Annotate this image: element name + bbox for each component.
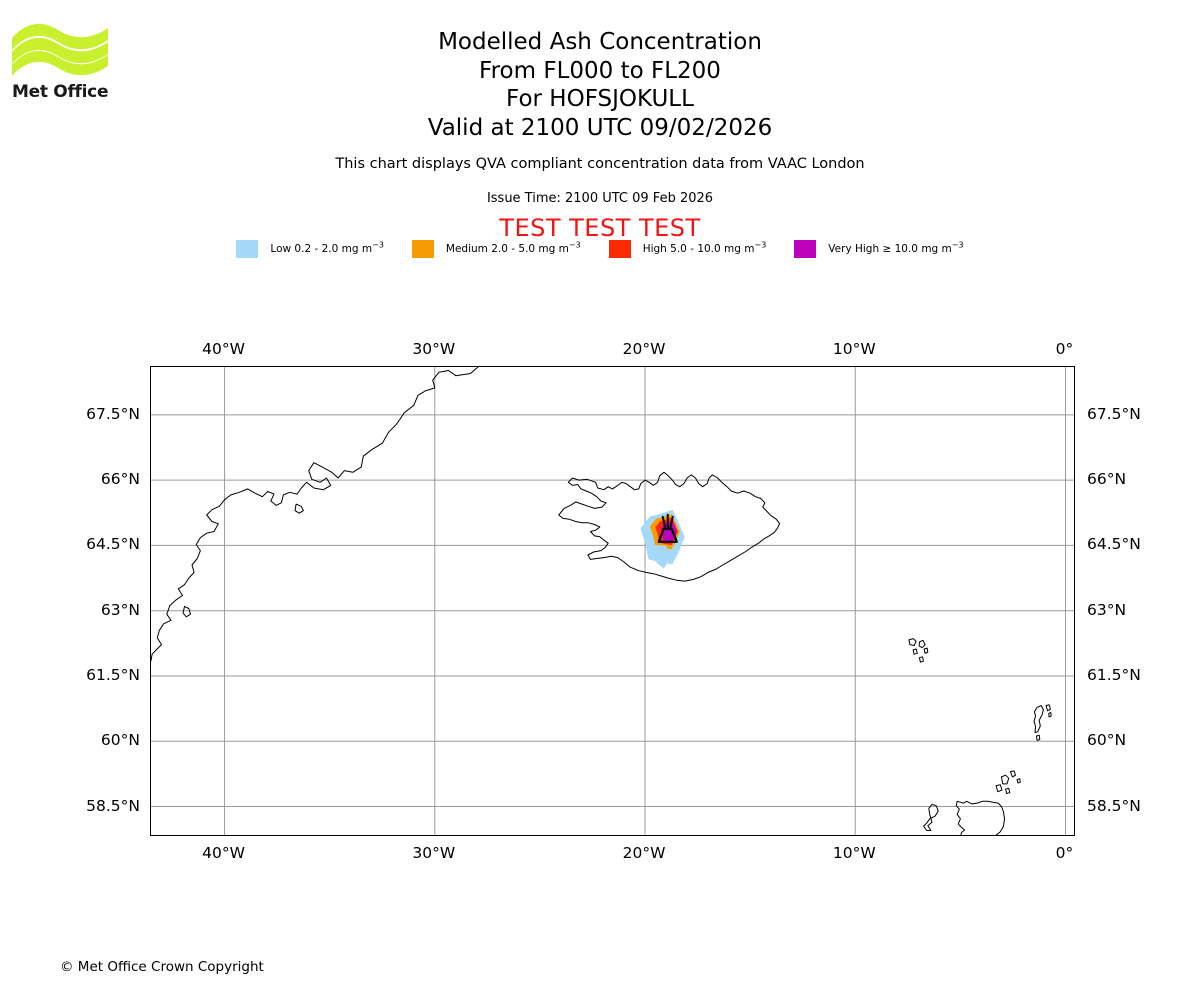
ash-concentration-map: 40°W 40°W 30°W 30°W 20°W 20°W 10°W 10°W 0° 0° 67.5… <box>86 340 1141 862</box>
xtick-bottom-10°W: 10°W <box>832 844 876 862</box>
ytick-left-64.5°N: 64.5°N <box>86 535 140 554</box>
legend-swatch-3 <box>794 240 817 258</box>
coastline-scotland <box>955 800 1005 835</box>
coastline-orkney-3 <box>1005 787 1011 794</box>
title-line-2: From FL000 to FL200 <box>479 57 721 84</box>
legend-swatch-2 <box>608 240 631 258</box>
map-gridlines <box>151 367 1074 835</box>
coastline-shetland-1 <box>1045 704 1051 712</box>
chart-subtitle: This chart displays QVA compliant concen… <box>335 156 865 172</box>
met-office-wave-icon <box>12 24 108 76</box>
coastline-shetland-3 <box>1036 734 1041 741</box>
map-plot-frame <box>150 366 1075 836</box>
legend-label-2: High 5.0 - 10.0 mg m−3 <box>642 240 767 255</box>
ytick-left-66°N: 66°N <box>100 470 140 489</box>
ytick-right-66°N: 66°N <box>1087 470 1127 489</box>
ytick-left-67.5°N: 67.5°N <box>86 404 140 423</box>
coastline-shetland-2 <box>1048 712 1052 718</box>
concentration-legend: Low 0.2 - 2.0 mg m−3 Medium 2.0 - 5.0 mg … <box>0 240 1200 258</box>
coastline-faroe-0 <box>908 638 917 646</box>
coastline-orkney-2 <box>995 784 1003 793</box>
legend-item-0: Low 0.2 - 2.0 mg m−3 <box>236 240 384 258</box>
xtick-top-20°W: 20°W <box>622 340 666 358</box>
xtick-top-0°: 0° <box>1055 340 1074 358</box>
test-banner: TEST TEST TEST <box>499 214 701 242</box>
logo-wave-band-3 <box>12 50 108 76</box>
coastline-greenland <box>151 367 479 662</box>
coastline-faroe-4 <box>918 656 924 663</box>
ytick-right-58.5°N: 58.5°N <box>1087 796 1141 815</box>
coastline-faroe-1 <box>918 639 926 649</box>
title-line-1: Modelled Ash Concentration <box>438 29 762 55</box>
legend-label-1: Medium 2.0 - 5.0 mg m−3 <box>445 240 581 255</box>
legend-swatch-1 <box>411 240 434 258</box>
ytick-right-63°N: 63°N <box>1087 600 1127 619</box>
ytick-left-60°N: 60°N <box>100 731 140 750</box>
xtick-bottom-40°W: 40°W <box>202 844 245 862</box>
coastline-greenland-islet-2 <box>182 605 191 618</box>
coastline-western-isles <box>923 803 939 831</box>
title-line-3: For HOFSJOKULL <box>506 86 694 112</box>
volcano-marker-icon <box>657 513 678 543</box>
coastline-shetland-0 <box>1033 705 1044 734</box>
met-office-logo-text: Met Office <box>12 82 109 102</box>
ytick-left-63°N: 63°N <box>100 600 140 619</box>
xtick-bottom-20°W: 20°W <box>622 844 666 862</box>
ytick-right-60°N: 60°N <box>1087 731 1127 750</box>
ash-contour-tail <box>653 545 669 569</box>
logo-wave-band-1 <box>12 24 108 50</box>
ytick-left-58.5°N: 58.5°N <box>86 796 140 815</box>
legend-label-3: Very High ≥ 10.0 mg m−3 <box>828 240 964 255</box>
issue-time-text: Issue Time: 2100 UTC 09 Feb 2026 <box>486 191 714 206</box>
xtick-bottom-0°: 0° <box>1055 844 1074 862</box>
ytick-left-61.5°N: 61.5°N <box>86 665 140 684</box>
xtick-top-10°W: 10°W <box>832 340 876 358</box>
legend-swatch-0 <box>236 240 259 258</box>
coastline-orkney-4 <box>1016 778 1021 784</box>
logo-wave-band-2 <box>12 37 108 64</box>
legend-label-0: Low 0.2 - 2.0 mg m−3 <box>270 240 384 255</box>
ytick-right-64.5°N: 64.5°N <box>1087 535 1141 554</box>
legend-item-1: Medium 2.0 - 5.0 mg m−3 <box>411 240 581 258</box>
ytick-right-67.5°N: 67.5°N <box>1087 404 1141 423</box>
xtick-top-40°W: 40°W <box>202 340 245 358</box>
legend-item-3: Very High ≥ 10.0 mg m−3 <box>794 240 964 258</box>
volcano-plume-stroke-2 <box>669 515 674 529</box>
map-coastlines <box>151 367 1052 835</box>
coastline-greenland-islet-1 <box>294 503 304 514</box>
coastline-orkney-1 <box>1009 770 1016 778</box>
xtick-bottom-30°W: 30°W <box>412 844 456 862</box>
map-canvas <box>151 367 1074 835</box>
volcano-plume-stroke-0 <box>661 515 667 529</box>
legend-item-2: High 5.0 - 10.0 mg m−3 <box>608 240 767 258</box>
xtick-top-30°W: 30°W <box>412 340 456 358</box>
copyright-text: © Met Office Crown Copyright <box>60 959 264 975</box>
coastline-faroe-2 <box>923 647 929 654</box>
ytick-right-61.5°N: 61.5°N <box>1087 665 1141 684</box>
page-title: Modelled Ash Concentration From FL000 to… <box>0 28 1200 142</box>
coastline-iceland <box>558 471 781 582</box>
coastline-faroe-3 <box>912 648 918 655</box>
volcano-cone-icon <box>657 527 678 543</box>
coastline-orkney-0 <box>1000 774 1010 785</box>
title-line-4: Valid at 2100 UTC 09/02/2026 <box>427 114 773 141</box>
met-office-logo: Met Office <box>12 24 120 112</box>
